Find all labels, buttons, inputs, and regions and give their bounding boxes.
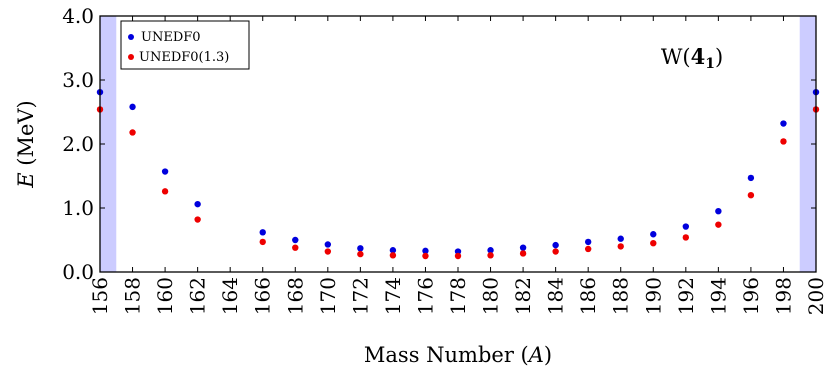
y-tick-label-1.0: 1.0 (62, 196, 94, 220)
x-tick-label-198: 198 (771, 277, 795, 315)
point-unedf0-176 (422, 247, 429, 255)
point-unedf0-182 (519, 244, 527, 251)
x-tick-label-194: 194 (706, 277, 730, 315)
point-unedf0-190 (650, 231, 657, 238)
x-tick-label-188: 188 (609, 277, 633, 315)
x-tick-label-166: 166 (251, 277, 275, 315)
x-tick-label-170: 170 (316, 277, 340, 315)
point-unedf0-1-3-160 (161, 188, 169, 195)
legend-box (120, 20, 250, 70)
legend: UNEDF0 UNEDF0(1.3) (120, 20, 250, 70)
point-unedf0-1-3-178 (454, 252, 462, 260)
point-unedf0-1-3-182 (519, 250, 527, 257)
point-unedf0-1-3-168 (292, 244, 299, 251)
point-unedf0-170 (324, 241, 332, 248)
x-tick-label-168: 168 (283, 277, 307, 315)
point-unedf0-168 (292, 236, 299, 244)
x-axis-title: Mass Number (A) (364, 343, 552, 367)
point-unedf0-188 (617, 235, 624, 242)
x-tick-label-186: 186 (576, 277, 600, 315)
y-axis-title: E (MeV) (14, 100, 38, 189)
point-unedf0-160 (161, 168, 169, 175)
x-tick-label-196: 196 (739, 277, 763, 315)
x-tick-label-176: 176 (413, 277, 437, 315)
x-tick-label-182: 182 (511, 277, 535, 315)
point-unedf0-1-3-194 (715, 221, 722, 228)
x-tick-label-160: 160 (153, 277, 177, 315)
point-unedf0-1-3-190 (650, 240, 657, 247)
x-tick-label-172: 172 (348, 277, 372, 315)
x-tick-label-178: 178 (446, 277, 470, 315)
point-unedf0-1-3-196 (747, 192, 755, 199)
point-unedf0-1-3-162 (194, 216, 201, 223)
point-unedf0-1-3-174 (389, 252, 397, 259)
y-tick-labels: 0.0 1.0 2.0 3.0 4.0 (62, 4, 94, 284)
legend-marker-unedf0 (128, 34, 134, 40)
x-tick-label-190: 190 (641, 277, 665, 315)
point-unedf0-1-3-192 (682, 234, 690, 241)
x-tick-label-192: 192 (674, 277, 698, 315)
point-unedf0-1-3-170 (324, 248, 332, 255)
point-unedf0-1-3-188 (617, 243, 624, 250)
y-tick-label-4.0: 4.0 (62, 4, 94, 28)
x-tick-label-158: 158 (121, 277, 145, 315)
x-tick-label-164: 164 (218, 277, 242, 315)
point-unedf0-184 (552, 241, 559, 249)
plot-frame (99, 15, 817, 273)
point-unedf0-172 (357, 245, 364, 252)
x-tick-label-200: 200 (804, 277, 824, 315)
x-tick-label-180: 180 (479, 277, 503, 315)
point-unedf0-1-3-158 (129, 129, 136, 136)
point-unedf0-1-3-176 (422, 252, 429, 260)
x-tick-label-184: 184 (544, 277, 568, 315)
x-tick-label-162: 162 (186, 277, 210, 315)
x-tick-labels: 156 158 160 162 164 166 168 170 172 174 176 178 180 1… (88, 277, 824, 315)
y-tick-label-0.0: 0.0 (62, 260, 94, 284)
legend-label-unedf0-1-3: UNEDF0(1.3) (139, 50, 229, 65)
point-unedf0-1-3-172 (357, 250, 364, 258)
point-unedf0-174 (389, 247, 397, 254)
point-unedf0-180 (487, 247, 494, 254)
x-tick-label-174: 174 (381, 277, 405, 315)
point-unedf0-178 (454, 248, 462, 255)
legend-marker-unedf0-1-3 (128, 54, 134, 60)
x-tick-label-156: 156 (88, 277, 112, 315)
point-unedf0-186 (584, 238, 592, 246)
point-unedf0-194 (715, 208, 722, 215)
point-unedf0-162 (194, 200, 201, 208)
point-unedf0-1-3-186 (584, 245, 592, 253)
point-unedf0-1-3-166 (259, 238, 266, 246)
point-unedf0-192 (682, 223, 690, 230)
point-unedf0-198 (780, 120, 787, 127)
legend-label-unedf0: UNEDF0 (141, 30, 201, 45)
point-unedf0-1-3-198 (780, 138, 787, 145)
point-unedf0-1-3-184 (552, 248, 559, 255)
point-unedf0-196 (747, 174, 755, 182)
point-unedf0-166 (259, 229, 266, 236)
y-tick-label-3.0: 3.0 (62, 68, 94, 92)
data-points (96, 88, 820, 260)
point-unedf0-1-3-180 (487, 252, 494, 259)
nucleus-state-annotation: W(41) (661, 44, 723, 72)
y-tick-label-2.0: 2.0 (62, 132, 94, 156)
point-unedf0-158 (129, 103, 136, 111)
